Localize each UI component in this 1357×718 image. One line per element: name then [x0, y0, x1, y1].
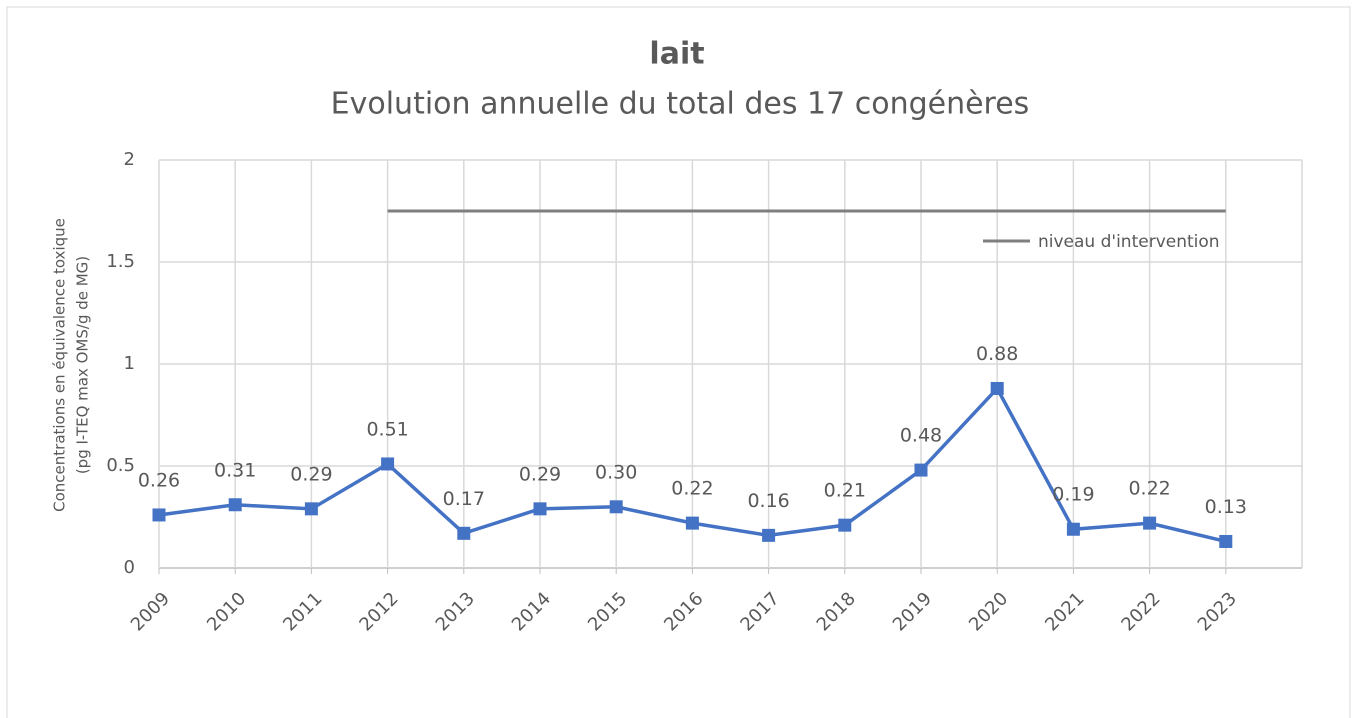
data-point	[1143, 516, 1157, 530]
data-label: 0.48	[900, 425, 942, 447]
data-label: 0.88	[976, 343, 1018, 365]
y-axis-label: Concentrations en équivalence toxique	[51, 218, 69, 512]
data-point	[457, 526, 471, 540]
y-axis-label: (pg I-TEQ max OMS/g de MG)	[74, 256, 92, 474]
data-point	[304, 502, 318, 516]
data-label: 0.51	[366, 418, 408, 440]
y-tick-label: 2	[124, 149, 135, 170]
data-label: 0.21	[824, 480, 866, 502]
data-point	[762, 528, 776, 542]
y-tick-label: 0	[124, 557, 135, 578]
data-label: 0.19	[1052, 484, 1094, 506]
data-point	[228, 498, 242, 512]
data-label: 0.22	[671, 478, 713, 500]
y-tick-label: 0.5	[106, 455, 135, 476]
legend-label: niveau d'intervention	[1038, 232, 1220, 252]
data-point	[609, 500, 623, 514]
chart-title: lait	[649, 37, 704, 72]
data-label: 0.13	[1205, 496, 1247, 518]
data-point	[990, 381, 1004, 395]
data-point	[533, 502, 547, 516]
data-label: 0.17	[443, 488, 485, 510]
y-tick-label: 1	[124, 353, 135, 374]
data-point	[914, 463, 928, 477]
data-label: 0.26	[138, 469, 180, 491]
data-label: 0.31	[214, 459, 256, 481]
data-label: 0.30	[595, 461, 637, 483]
data-label: 0.22	[1128, 478, 1170, 500]
data-label: 0.16	[747, 490, 789, 512]
data-point	[152, 508, 166, 522]
data-label: 0.29	[290, 463, 332, 485]
data-point	[381, 457, 395, 471]
data-label: 0.29	[519, 463, 561, 485]
data-point	[685, 516, 699, 530]
data-point	[838, 518, 852, 532]
y-tick-label: 1.5	[106, 251, 135, 272]
chart-subtitle: Evolution annuelle du total des 17 congé…	[331, 87, 1030, 122]
data-point	[1066, 522, 1080, 536]
chart-border	[6, 6, 1351, 718]
data-point	[1219, 534, 1233, 548]
